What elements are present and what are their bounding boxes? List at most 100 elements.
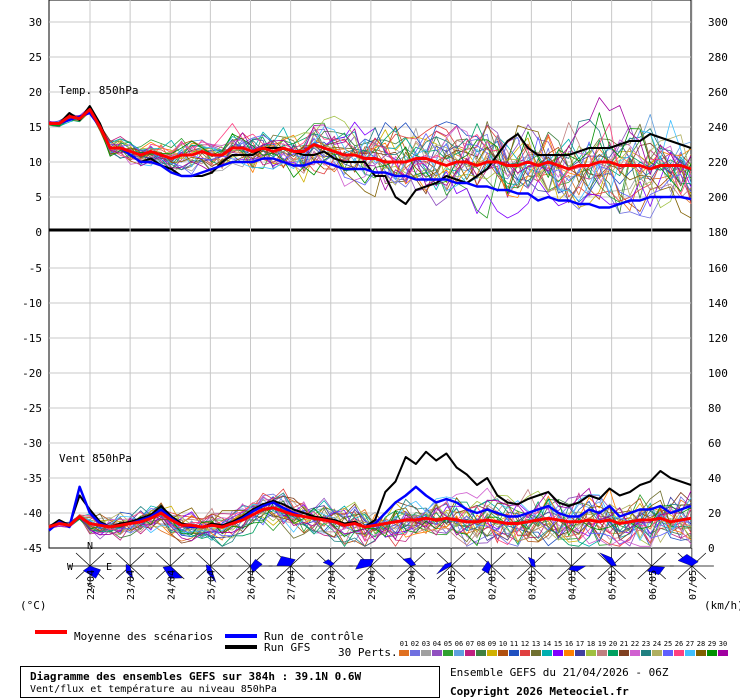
member-number: 02 (410, 640, 420, 648)
wind-right-tick: 160 (708, 262, 728, 275)
member-swatch (685, 650, 695, 656)
date-tick: 01/05 (447, 570, 458, 600)
date-tick: 04/05 (568, 570, 579, 600)
temp-right-tick: 200 (708, 191, 728, 204)
gfs-legend-line (225, 645, 257, 649)
wind-left-tick: -25 (22, 402, 42, 415)
member-number: 29 (707, 640, 717, 648)
member-swatch (674, 650, 684, 656)
perts-legend-label: 30 Perts. (338, 646, 398, 659)
member-swatch (531, 650, 541, 656)
member-swatch (542, 650, 552, 656)
member-swatch (718, 650, 728, 656)
member-swatch (619, 650, 629, 656)
wind-left-tick: -10 (22, 297, 42, 310)
member-number: 19 (597, 640, 607, 648)
wind-left-tick: -5 (29, 262, 42, 275)
member-number: 04 (432, 640, 442, 648)
gfs-legend-label: Run GFS (264, 641, 310, 654)
member-swatch (476, 650, 486, 656)
member-number: 10 (498, 640, 508, 648)
member-swatch (564, 650, 574, 656)
main-series-lines (49, 106, 691, 531)
member-swatch (498, 650, 508, 656)
date-tick: 29/04 (367, 570, 378, 600)
temp-left-tick: 10 (29, 156, 42, 169)
wind-left-tick: -30 (22, 437, 42, 450)
temp-panel-label: Temp. 850hPa (59, 84, 138, 97)
date-tick: 30/04 (407, 570, 418, 600)
member-number: 30 (718, 640, 728, 648)
wind-left-tick: -35 (22, 472, 42, 485)
right-unit-label: (km/h) (704, 599, 740, 612)
temp-right-tick: 180 (708, 226, 728, 239)
member-swatch (641, 650, 651, 656)
rose-w-label: W (67, 562, 74, 573)
wind-right-tick: 40 (708, 472, 721, 485)
wind-right-tick: 80 (708, 402, 721, 415)
member-swatch (410, 650, 420, 656)
member-swatch (509, 650, 519, 656)
rose-petal (403, 558, 416, 566)
member-swatch (443, 650, 453, 656)
rose-e-label: E (106, 562, 112, 573)
temp-left-tick: 5 (35, 191, 42, 204)
date-tick: 26/04 (247, 570, 258, 600)
wind-right-tick: 60 (708, 437, 721, 450)
member-swatch (520, 650, 530, 656)
temp-left-tick: 30 (29, 16, 42, 29)
member-swatch (575, 650, 585, 656)
member-number: 07 (465, 640, 475, 648)
wind-right-tick: 20 (708, 507, 721, 520)
member-number: 09 (487, 640, 497, 648)
temp-left-tick: 25 (29, 51, 42, 64)
member-number: 16 (564, 640, 574, 648)
date-tick: 23/04 (126, 570, 137, 600)
date-tick: 07/05 (688, 570, 699, 600)
member-swatch (663, 650, 673, 656)
temp-right-tick: 300 (708, 16, 728, 29)
temp-right-tick: 220 (708, 156, 728, 169)
member-number: 28 (696, 640, 706, 648)
temp-right-tick: 280 (708, 51, 728, 64)
temp-left-tick: 15 (29, 121, 42, 134)
member-number: 23 (641, 640, 651, 648)
member-swatch (696, 650, 706, 656)
wind-left-tick: -40 (22, 507, 42, 520)
member-number: 11 (509, 640, 519, 648)
control-legend-line (225, 634, 257, 638)
member-number: 06 (454, 640, 464, 648)
member-number: 21 (619, 640, 629, 648)
member-swatch (487, 650, 497, 656)
rose-n-label: N (87, 541, 93, 552)
member-swatch (553, 650, 563, 656)
date-tick: 02/05 (487, 570, 498, 600)
member-number: 24 (652, 640, 662, 648)
wind-left-tick: -45 (22, 542, 42, 555)
member-number: 14 (542, 640, 552, 648)
chart-subtitle: Vent/flux et température au niveau 850hP… (30, 684, 277, 695)
member-swatch (597, 650, 607, 656)
date-tick: 05/05 (608, 570, 619, 600)
member-number: 17 (575, 640, 585, 648)
temp-right-tick: 240 (708, 121, 728, 134)
left-unit-label: (°C) (20, 599, 47, 612)
mean-legend-label: Moyenne des scénarios (74, 630, 213, 643)
member-number: 26 (674, 640, 684, 648)
rose-s-label: S (87, 582, 93, 593)
member-swatch (630, 650, 640, 656)
member-number: 03 (421, 640, 431, 648)
chart-grid (49, 0, 692, 548)
wind-left-tick: -20 (22, 367, 42, 380)
member-swatch (707, 650, 717, 656)
title-box: Diagramme des ensembles GEFS sur 384h : … (20, 666, 440, 698)
member-number: 01 (399, 640, 409, 648)
member-number: 20 (608, 640, 618, 648)
wind-right-tick: 140 (708, 297, 728, 310)
member-swatch (652, 650, 662, 656)
date-tick: 03/05 (527, 570, 538, 600)
wind-right-tick: 0 (708, 542, 715, 555)
member-swatch (465, 650, 475, 656)
date-tick: 24/04 (166, 570, 177, 600)
member-number: 05 (443, 640, 453, 648)
